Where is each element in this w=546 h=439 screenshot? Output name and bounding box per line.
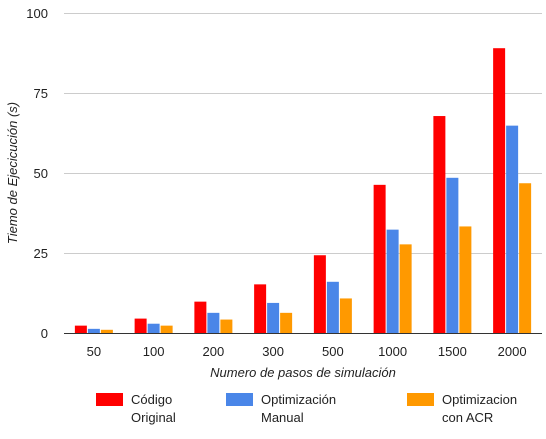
bars xyxy=(74,48,532,333)
y-tick-label: 25 xyxy=(34,246,48,261)
x-tick-label: 1500 xyxy=(438,344,467,359)
legend-label: Optimizacion con ACR xyxy=(442,392,518,425)
bar xyxy=(373,184,386,333)
bar xyxy=(194,301,207,333)
y-tick-label: 50 xyxy=(34,166,48,181)
bar xyxy=(519,183,532,333)
bar xyxy=(74,325,87,333)
x-tick-label: 500 xyxy=(322,344,344,359)
legend-swatch xyxy=(226,393,253,406)
legend-item-optimizacion-con-acr: Optimizacion con ACR xyxy=(407,391,517,427)
bar xyxy=(399,244,412,333)
bar xyxy=(459,226,472,333)
y-axis-label: Tiemo de Ejecicución (s) xyxy=(5,102,20,244)
bar xyxy=(220,319,233,333)
bar xyxy=(313,255,326,333)
bar xyxy=(87,328,100,333)
y-tick-labels: 0 25 50 75 100 xyxy=(26,6,48,341)
bar xyxy=(433,116,446,333)
legend-label: Optimización Manual xyxy=(261,392,337,425)
legend-swatch xyxy=(96,393,123,406)
x-tick-label: 50 xyxy=(87,344,101,359)
x-tick-label: 2000 xyxy=(498,344,527,359)
x-tick-label: 1000 xyxy=(378,344,407,359)
y-tick-label: 75 xyxy=(34,86,48,101)
bar xyxy=(280,312,293,333)
bar xyxy=(386,229,399,333)
bar xyxy=(493,48,506,333)
legend-swatch xyxy=(407,393,434,406)
x-tick-label: 300 xyxy=(262,344,284,359)
x-tick-label: 200 xyxy=(203,344,225,359)
bar xyxy=(147,323,160,333)
x-tick-labels: 50 100 200 300 500 1000 1500 2000 xyxy=(87,344,527,359)
y-tick-label: 0 xyxy=(41,326,48,341)
bar xyxy=(267,302,280,333)
bar xyxy=(446,177,459,333)
bar xyxy=(134,318,147,333)
bar xyxy=(160,325,173,333)
legend-item-codigo-original: Código Original xyxy=(96,391,176,427)
bar xyxy=(326,281,339,333)
bar xyxy=(207,312,220,333)
y-tick-label: 100 xyxy=(26,6,48,21)
legend-label: Código Original xyxy=(131,392,176,425)
bar xyxy=(506,125,519,333)
x-tick-label: 100 xyxy=(143,344,165,359)
legend: Código Original Optimización Manual Opti… xyxy=(0,391,546,435)
bar xyxy=(254,284,267,333)
x-axis-label: Numero de pasos de simulación xyxy=(210,365,396,380)
bar xyxy=(339,298,352,333)
bar xyxy=(100,329,113,333)
legend-item-optimizacion-manual: Optimización Manual xyxy=(226,391,336,427)
